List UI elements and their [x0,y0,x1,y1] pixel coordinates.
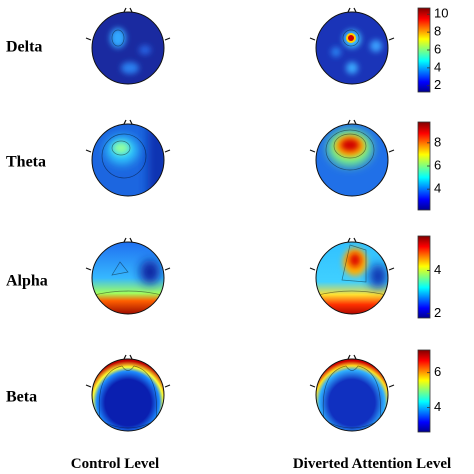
topomaps [85,7,395,432]
colorbar-tick-label: 2 [434,77,441,92]
colorbar-tick-label: 8 [434,134,441,149]
row-label: Theta [6,154,46,171]
topomap [316,124,388,196]
topomap [92,12,164,84]
colorbar-tick-label: 4 [434,181,441,196]
colorbar-tick-label: 2 [434,305,441,320]
column-label: Control Level [71,456,159,472]
topomap [92,359,164,431]
row-label: Alpha [6,273,48,290]
row-label: Beta [6,389,37,406]
colorbars: 2 4 6 8 10 4 6 8 2 4 4 6 [417,6,448,433]
topomap [316,12,388,84]
colorbar [417,349,431,433]
colorbar-tick-label: 6 [434,41,441,56]
topomap [316,242,388,314]
colorbar-tick-label: 8 [434,24,441,39]
colorbar-tick-label: 10 [434,6,448,21]
colorbar-tick-label: 6 [434,157,441,172]
colorbar-tick-label: 4 [434,59,441,74]
head-outlines [85,7,395,432]
topomap [316,359,388,431]
topomap [92,124,164,196]
topomap [92,242,164,314]
colorbar-tick-label: 4 [434,399,441,414]
column-label: Diverted Attention Level [293,456,451,472]
colorbar [417,235,431,319]
colorbar-tick-label: 4 [434,262,441,277]
row-label: Delta [6,39,42,56]
colorbar-tick-label: 6 [434,364,441,379]
